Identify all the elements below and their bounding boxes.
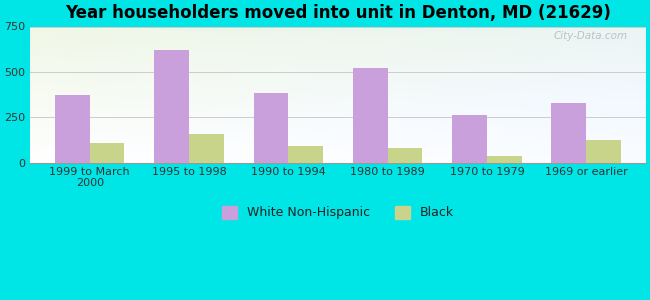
Bar — [452, 115, 487, 163]
Bar — [353, 68, 387, 163]
Bar — [90, 142, 125, 163]
Bar — [55, 95, 90, 163]
Title: Year householders moved into unit in Denton, MD (21629): Year householders moved into unit in Den… — [65, 4, 611, 22]
Legend: White Non-Hispanic, Black: White Non-Hispanic, Black — [217, 201, 459, 224]
Bar — [586, 140, 621, 163]
Bar — [487, 156, 522, 163]
Text: City-Data.com: City-Data.com — [553, 31, 627, 40]
Bar — [154, 50, 189, 163]
Bar — [387, 148, 422, 163]
Bar — [551, 103, 586, 163]
Bar — [189, 134, 224, 163]
Bar — [254, 93, 289, 163]
Bar — [289, 146, 323, 163]
